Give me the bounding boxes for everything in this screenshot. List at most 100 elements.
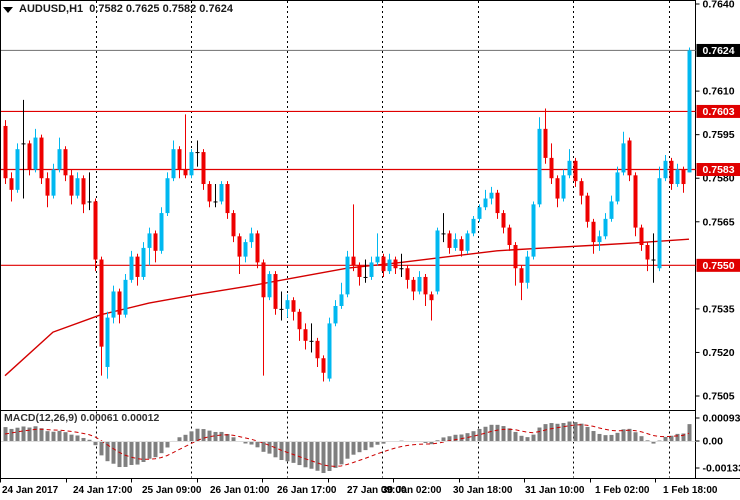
price-axis-label: 0.7535 (703, 303, 735, 315)
macd-histogram-bar (159, 441, 164, 454)
candle-body (39, 137, 44, 179)
macd-signal-value: 0.00012 (121, 412, 160, 424)
macd-histogram-bar (435, 440, 440, 442)
macd-histogram-bar (663, 436, 668, 441)
candle-body (519, 268, 524, 283)
price-badge-label: 0.7583 (703, 164, 735, 176)
macd-histogram-bar (129, 441, 134, 465)
macd-histogram-bar (15, 427, 20, 441)
macd-histogram-bar (363, 441, 368, 451)
candle-body (675, 169, 680, 185)
candle-body (273, 274, 278, 309)
macd-histogram-bar (477, 428, 482, 441)
candle-body (171, 149, 176, 179)
price-badge-label: 0.7624 (703, 45, 735, 57)
macd-histogram-bar (495, 424, 500, 441)
price-badge-0.7603 (696, 104, 740, 118)
macd-histogram-bar (675, 433, 680, 441)
macd-histogram-bar (615, 432, 620, 441)
candle-body (285, 300, 290, 309)
candle-body (591, 221, 596, 243)
macd-histogram-bar (375, 441, 380, 445)
macd-histogram-bar (591, 431, 596, 441)
candle-body (141, 247, 146, 277)
candle-body (249, 233, 254, 243)
candle-body (513, 245, 518, 269)
candle-body (549, 157, 554, 179)
price-badge-label: 0.7550 (703, 260, 735, 272)
macd-histogram-bar (147, 441, 152, 459)
macd-histogram-bar (213, 431, 218, 441)
candle-body (183, 169, 188, 176)
macd-histogram-bar (81, 437, 86, 441)
macd-histogram-bar (333, 441, 338, 468)
candle-body (405, 268, 410, 280)
candle-body (585, 195, 590, 222)
candle-body (87, 201, 92, 203)
candle-body (177, 149, 182, 170)
macd-histogram-bar (153, 441, 158, 458)
macd-histogram-bar (537, 427, 542, 441)
candle-body (663, 160, 668, 179)
candle-body (45, 178, 50, 196)
candle-body (69, 175, 74, 196)
price-axis-label: 0.7595 (703, 129, 735, 141)
macd-main-value: 0.00061 (80, 412, 119, 424)
macd-histogram-bar (99, 441, 104, 456)
candle-body (357, 265, 362, 277)
candle-body (105, 317, 110, 367)
macd-histogram-bar (351, 441, 356, 455)
macd-histogram-bar (123, 441, 128, 467)
candle-body (243, 242, 248, 257)
candle-body (369, 262, 374, 277)
macd-indicator-label: MACD(12,26,9) 0.00061 0.00012 (4, 412, 159, 424)
time-axis-label: 1 Feb 02:00 (595, 485, 650, 496)
macd-histogram-bar (597, 433, 602, 441)
candle-body (687, 50, 692, 173)
macd-histogram-bar (261, 441, 266, 452)
candle-body (609, 201, 614, 219)
macd-histogram-bar (621, 429, 626, 441)
macd-histogram-bar (93, 441, 98, 446)
candle-body (621, 143, 626, 173)
macd-histogram-bar (585, 426, 590, 441)
macd-histogram-bar (507, 428, 512, 441)
candle-body (165, 178, 170, 214)
time-axis-label: 27 Jan 09:00 (347, 485, 407, 496)
candle-body (387, 259, 392, 272)
candle-body (123, 279, 128, 315)
macd-histogram-bar (339, 441, 344, 465)
price-axis-label: 0.7640 (703, 0, 735, 11)
macd-histogram-bar (579, 423, 584, 441)
macd-axis-label: 0.00093 (703, 413, 740, 425)
candle-body (93, 201, 98, 260)
macd-histogram-bar (369, 441, 374, 448)
candle-body (627, 140, 632, 176)
macd-histogram-bar (69, 434, 74, 441)
macd-histogram-bar (297, 441, 302, 466)
macd-histogram-bar (207, 430, 212, 441)
macd-histogram-bar (483, 426, 488, 441)
candle-body (351, 256, 356, 266)
macd-histogram-bar (177, 437, 182, 441)
candle-body (57, 149, 62, 170)
main-panel[interactable] (0, 0, 696, 411)
candle-body (117, 291, 122, 315)
macd-histogram-bar (87, 439, 92, 441)
macd-histogram-bar (441, 437, 446, 441)
price-axis-label: 0.7565 (703, 216, 735, 228)
candle-body (657, 178, 662, 269)
macd-histogram-bar (543, 424, 548, 441)
candle-body (27, 143, 32, 170)
macd-histogram-bar (135, 441, 140, 465)
candle-body (411, 279, 416, 292)
candle-body (81, 178, 86, 205)
candle-body (159, 213, 164, 251)
candle-body (363, 276, 368, 278)
price-axis-label: 0.7610 (703, 86, 735, 98)
symbol-dropdown-icon[interactable] (3, 6, 13, 13)
macd-axis-label: -0.00133 (703, 463, 740, 475)
candle-body (561, 175, 566, 199)
candle-body (75, 178, 80, 196)
